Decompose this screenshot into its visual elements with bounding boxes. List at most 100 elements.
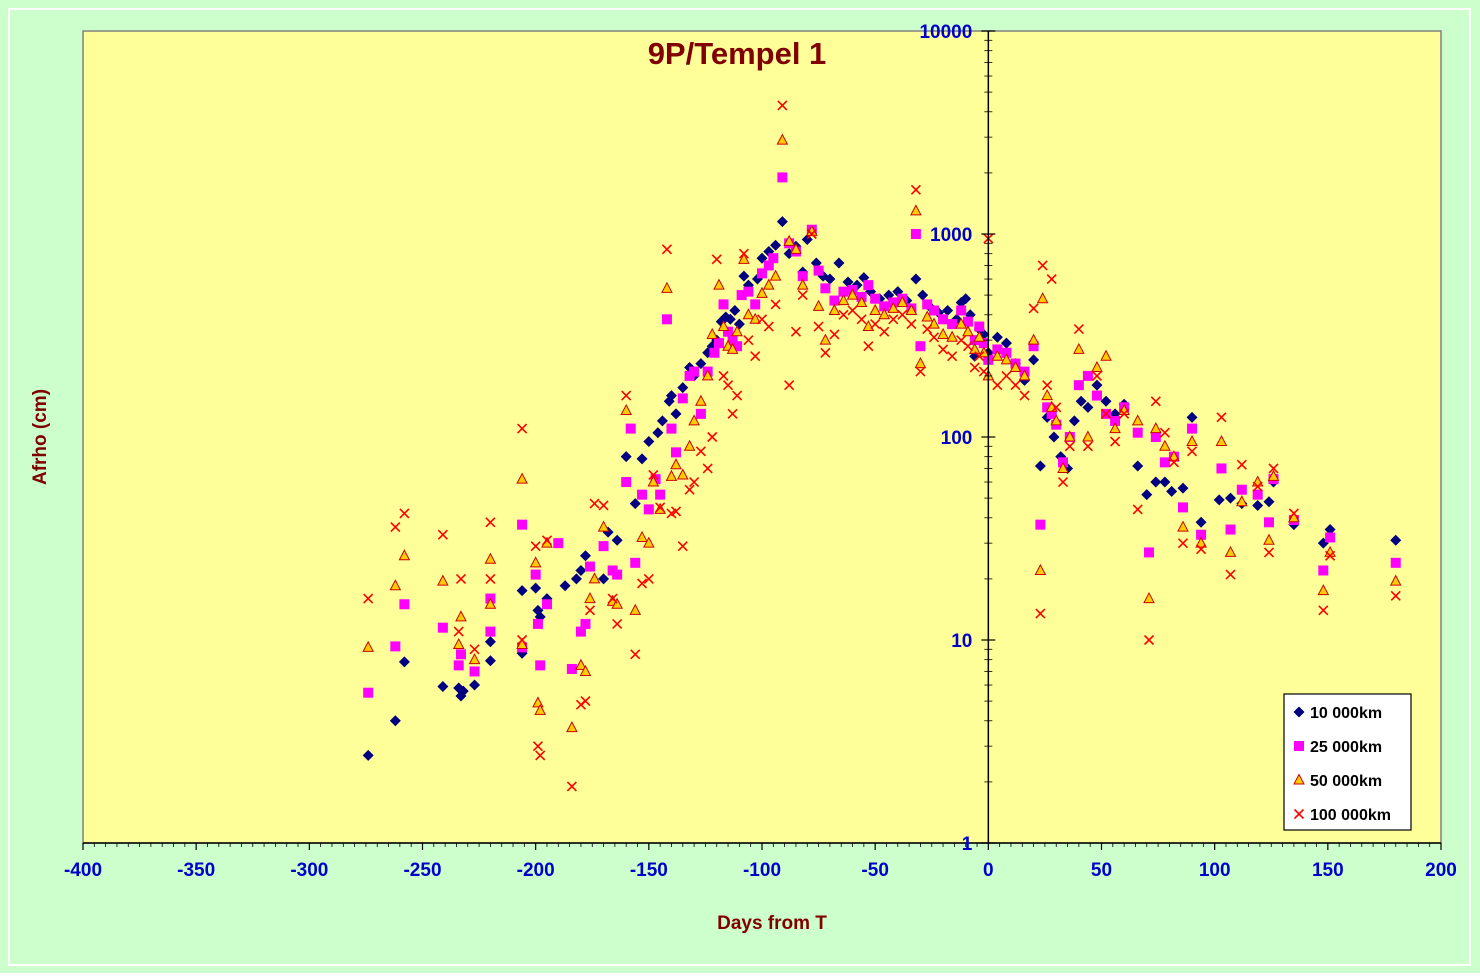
- data-point: [1390, 557, 1401, 568]
- data-point: [437, 574, 449, 586]
- data-point: [992, 344, 1003, 355]
- data-point: [611, 597, 623, 609]
- data-point: [584, 561, 595, 572]
- data-point: [992, 380, 1003, 391]
- x-tick-label: -100: [743, 860, 781, 881]
- data-point: [398, 549, 411, 561]
- data-point: [661, 281, 673, 293]
- data-point: [688, 414, 700, 426]
- data-point: [731, 325, 743, 337]
- data-point: [1252, 481, 1263, 492]
- data-point: [888, 314, 899, 325]
- data-point: [718, 299, 729, 310]
- data-point: [790, 326, 802, 337]
- data-point: [769, 269, 782, 281]
- data-point: [1143, 591, 1155, 604]
- data-point: [485, 517, 496, 528]
- data-point: [437, 681, 449, 693]
- data-point: [661, 244, 673, 255]
- data-point: [517, 634, 528, 646]
- data-point: [620, 451, 632, 463]
- data-point: [742, 308, 755, 320]
- data-point: [612, 618, 623, 629]
- data-point: [484, 552, 497, 564]
- data-point: [1144, 547, 1155, 558]
- data-point: [842, 276, 854, 288]
- data-point: [695, 446, 706, 457]
- data-point: [1050, 414, 1063, 426]
- data-point: [437, 622, 448, 633]
- data-point: [437, 529, 448, 540]
- data-point: [1063, 430, 1076, 442]
- data-point: [947, 319, 958, 330]
- legend-marker: [1293, 808, 1305, 820]
- data-point: [828, 303, 841, 315]
- x-tick-label: -200: [517, 860, 555, 881]
- data-point: [636, 530, 648, 542]
- data-point: [978, 366, 989, 377]
- data-point: [1091, 390, 1102, 401]
- data-point: [763, 321, 774, 332]
- data-point: [701, 369, 714, 381]
- data-point: [743, 286, 754, 297]
- data-point: [829, 329, 840, 340]
- data-point: [1037, 260, 1048, 271]
- data-point: [683, 439, 696, 451]
- data-point: [724, 313, 736, 325]
- data-point: [1177, 502, 1188, 513]
- data-point: [1082, 370, 1093, 381]
- data-point: [796, 278, 809, 290]
- data-point: [541, 535, 553, 546]
- data-point: [529, 556, 542, 568]
- data-point: [1009, 360, 1022, 372]
- data-point: [530, 569, 541, 580]
- data-point: [1109, 422, 1121, 434]
- data-point: [938, 314, 949, 325]
- data-point: [1034, 460, 1046, 472]
- data-point: [813, 265, 824, 276]
- x-tick-label: -150: [630, 860, 668, 881]
- data-point: [824, 273, 836, 285]
- data-point: [1177, 538, 1189, 549]
- data-point: [929, 305, 940, 316]
- data-point: [910, 184, 921, 195]
- data-point: [579, 664, 592, 676]
- data-point: [856, 314, 867, 325]
- data-point: [717, 319, 730, 332]
- data-point: [1064, 441, 1075, 452]
- data-point: [1051, 402, 1062, 413]
- y-tick-label: 1000: [930, 225, 972, 246]
- data-point: [1325, 550, 1336, 561]
- data-point: [625, 423, 636, 434]
- data-point: [689, 366, 700, 377]
- data-point: [1082, 430, 1094, 442]
- data-point: [1263, 517, 1274, 528]
- x-tick-label: -400: [64, 860, 102, 881]
- data-point: [1132, 504, 1143, 515]
- data-point: [516, 637, 528, 650]
- data-point: [1018, 369, 1031, 381]
- data-point: [991, 349, 1004, 361]
- data-point: [575, 626, 586, 637]
- data-point: [1001, 347, 1012, 358]
- data-point: [847, 305, 858, 316]
- data-point: [485, 626, 496, 637]
- data-point: [722, 380, 734, 391]
- data-point: [910, 204, 922, 216]
- data-point: [1082, 441, 1093, 452]
- data-point: [732, 341, 743, 352]
- data-point: [797, 290, 808, 301]
- data-point: [1110, 436, 1121, 447]
- data-point: [1317, 584, 1330, 596]
- data-point: [946, 330, 958, 342]
- data-point: [750, 299, 761, 310]
- data-point: [1150, 476, 1162, 488]
- data-point: [1318, 565, 1329, 576]
- data-point: [1000, 353, 1013, 365]
- data-point: [879, 301, 890, 312]
- data-point: [928, 332, 940, 343]
- data-point: [1159, 427, 1170, 438]
- data-point: [1119, 408, 1130, 419]
- data-point: [974, 321, 985, 332]
- data-point: [917, 289, 929, 301]
